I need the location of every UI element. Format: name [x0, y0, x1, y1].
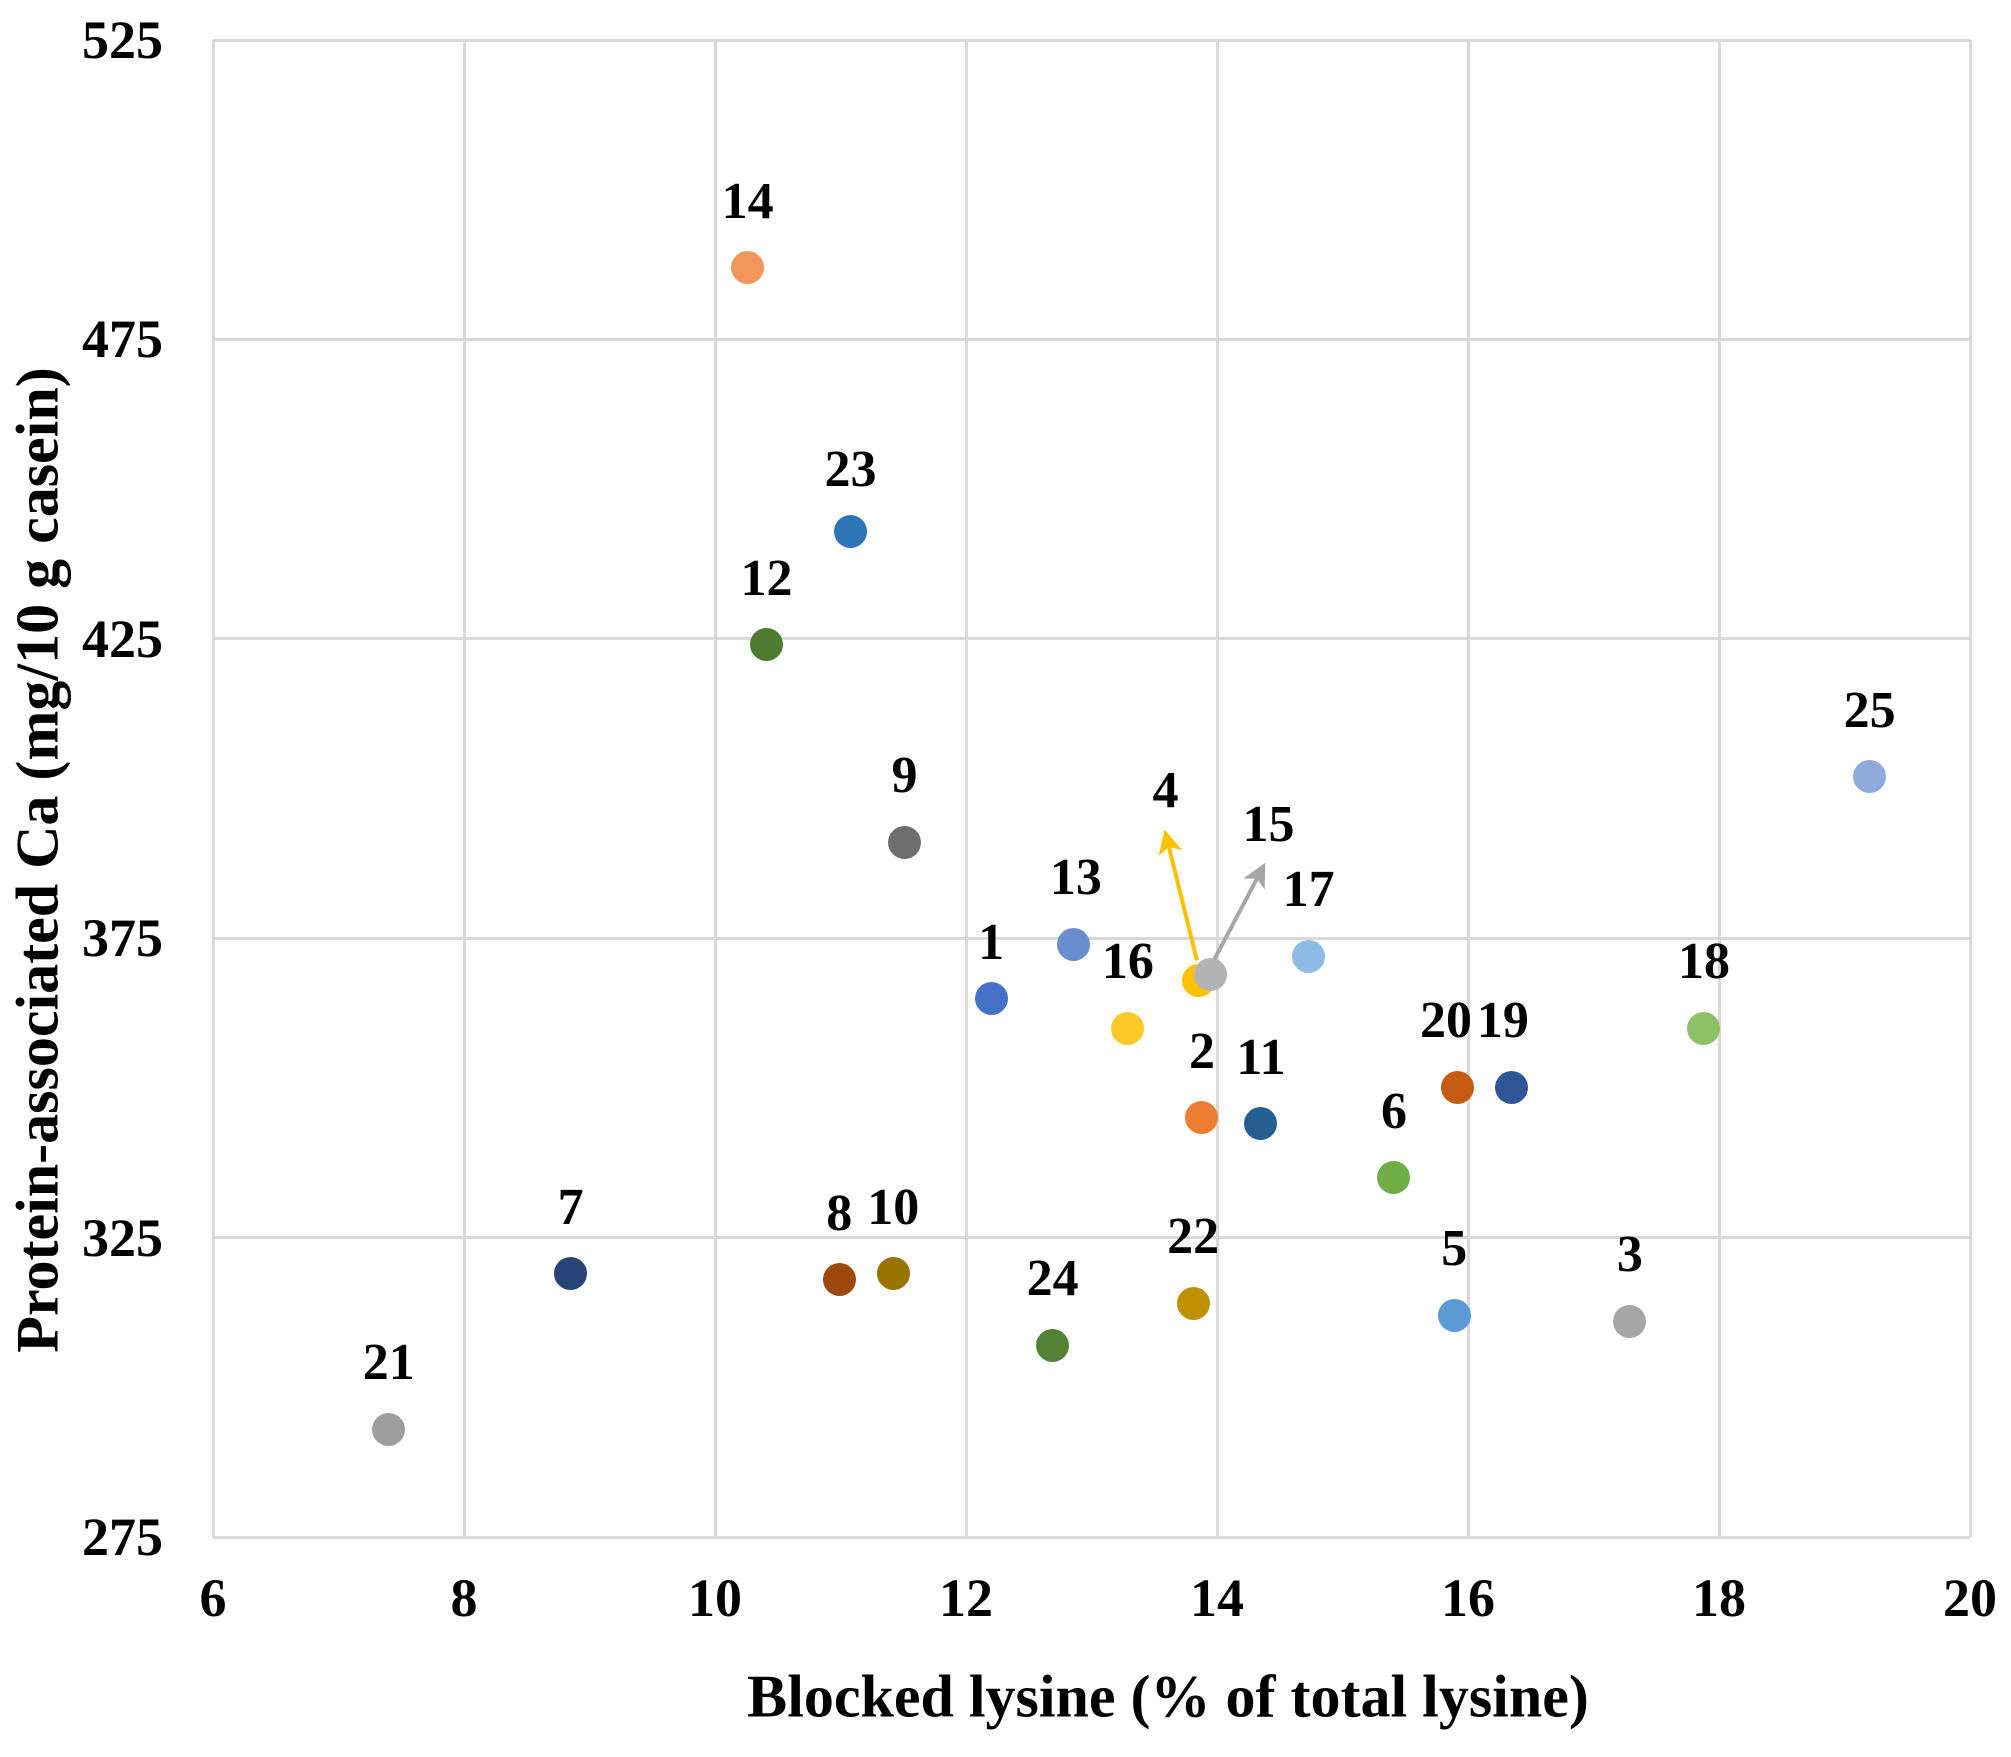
gridline-horizontal	[213, 1236, 1970, 1240]
data-point-10	[876, 1257, 910, 1291]
data-point-9	[888, 825, 921, 859]
data-point-21	[372, 1412, 406, 1446]
x-tick-label: 6	[199, 1568, 227, 1628]
data-point-24	[1036, 1328, 1070, 1362]
point-label-22: 22	[1167, 1208, 1220, 1266]
data-point-17	[1292, 939, 1326, 973]
gridline-vertical	[1466, 40, 1470, 1537]
point-label-25: 25	[1843, 681, 1896, 739]
y-tick-label: 375	[82, 908, 163, 969]
data-point-1	[974, 981, 1008, 1015]
data-point-2	[1185, 1101, 1219, 1135]
data-point-6	[1377, 1161, 1411, 1195]
data-point-13	[1057, 927, 1091, 961]
point-label-9: 9	[891, 747, 918, 805]
gridline-horizontal	[213, 936, 1970, 940]
point-label-17: 17	[1282, 861, 1335, 919]
plot-area: 1 2 3 5 6 7 8 9 10 11 12 13 14 16 17 18 19 20 21 22 23 24 25 4 1…	[211, 38, 1972, 1539]
y-tick-label: 475	[82, 309, 163, 370]
point-label-2: 2	[1188, 1022, 1215, 1080]
point-label-13: 13	[1049, 849, 1102, 907]
y-tick-label: 325	[82, 1207, 163, 1268]
gridline-horizontal	[213, 1535, 1970, 1539]
gridline-vertical	[713, 40, 717, 1537]
data-point-16	[1111, 1011, 1145, 1045]
point-label-19: 19	[1476, 991, 1529, 1049]
x-tick-label: 18	[1692, 1568, 1746, 1628]
data-point-23	[834, 514, 868, 548]
data-point-14	[731, 251, 765, 285]
point-label-12: 12	[740, 549, 793, 607]
annotation-arrows-layer	[1158, 829, 1266, 961]
point-label-10: 10	[867, 1178, 920, 1236]
data-point-19	[1495, 1071, 1529, 1105]
annotation-label-4: 4	[1152, 762, 1179, 820]
leader-arrow	[1158, 829, 1199, 961]
data-point-25	[1853, 760, 1887, 794]
point-label-5: 5	[1441, 1220, 1468, 1278]
x-tick-label: 10	[688, 1568, 742, 1628]
data-point-8	[822, 1263, 856, 1297]
point-label-24: 24	[1026, 1250, 1079, 1308]
point-label-8: 8	[826, 1184, 853, 1242]
x-axis-title: Blocked lysine (% of total lysine)	[747, 1663, 1589, 1730]
point-label-1: 1	[978, 914, 1005, 972]
data-point-22	[1176, 1286, 1210, 1320]
gridline-vertical	[1968, 40, 1972, 1537]
data-point-12	[749, 628, 783, 662]
point-label-16: 16	[1101, 933, 1154, 991]
data-point-3	[1613, 1304, 1647, 1338]
x-tick-label: 14	[1190, 1568, 1244, 1628]
x-tick-label: 12	[939, 1568, 993, 1628]
point-label-21: 21	[362, 1334, 415, 1392]
data-point-18	[1687, 1011, 1721, 1045]
y-axis-title: Protein-associated Ca (mg/10 g casein)	[4, 367, 71, 1353]
point-label-18: 18	[1677, 933, 1730, 991]
gridline-vertical	[462, 40, 466, 1537]
point-label-14: 14	[721, 172, 774, 230]
gridline-horizontal	[213, 637, 1970, 641]
point-label-7: 7	[557, 1178, 584, 1236]
gridline-horizontal	[213, 38, 1970, 42]
y-tick-label: 525	[82, 10, 163, 70]
data-point-7	[554, 1257, 588, 1291]
data-point-20	[1441, 1071, 1475, 1105]
x-tick-label: 20	[1943, 1568, 1997, 1628]
gridline-vertical	[1215, 40, 1219, 1537]
y-tick-label: 275	[82, 1507, 163, 1567]
data-point-11	[1244, 1107, 1278, 1141]
point-label-11: 11	[1236, 1028, 1286, 1086]
gridline-vertical	[1717, 40, 1721, 1537]
gridline-horizontal	[213, 337, 1970, 341]
gridline-vertical	[211, 40, 215, 1537]
point-label-23: 23	[824, 441, 877, 499]
data-point-5	[1437, 1298, 1471, 1332]
annotation-label-15: 15	[1242, 796, 1295, 854]
x-tick-label: 16	[1441, 1568, 1495, 1628]
y-tick-label: 425	[82, 608, 163, 669]
point-label-3: 3	[1616, 1226, 1643, 1284]
data-point-15	[1194, 957, 1228, 991]
x-tick-label: 8	[450, 1568, 478, 1628]
point-label-6: 6	[1380, 1082, 1407, 1140]
point-label-20: 20	[1419, 991, 1472, 1049]
leader-arrow	[1212, 862, 1266, 961]
gridline-vertical	[964, 40, 968, 1537]
